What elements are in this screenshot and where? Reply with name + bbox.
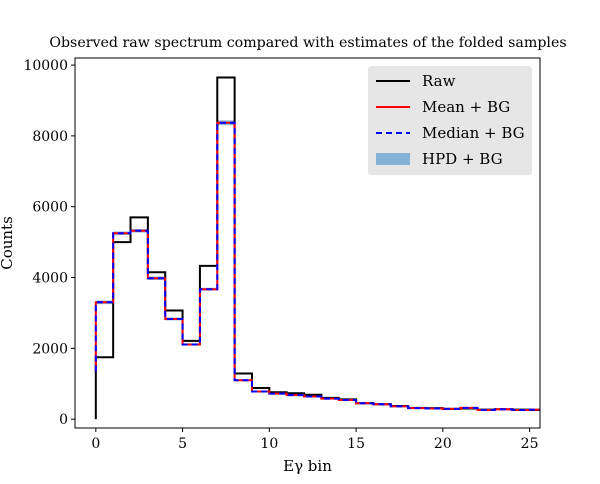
legend-swatch-hpd [376,153,410,165]
y-tick-label: 8000 [32,129,68,145]
y-tick-label: 6000 [32,200,68,216]
x-tick-label: 15 [347,436,365,452]
x-tick-label: 0 [91,436,100,452]
y-axis-label: Counts [0,216,16,270]
legend: Raw Mean + BG Median + BG HPD + BG [368,66,532,175]
legend-label: HPD + BG [422,150,503,168]
y-tick-label: 10000 [23,58,68,74]
plot-series-group [94,76,540,420]
x-tick-label: 5 [178,436,187,452]
legend-label: Median + BG [422,124,525,142]
median-bg-series-line [94,121,540,411]
x-tick-label: 20 [434,436,452,452]
legend-label: Mean + BG [422,98,510,116]
plot-area [94,76,540,420]
x-axis-label: Eγ bin [283,457,332,475]
legend-label: Raw [422,72,456,90]
plot-frame [74,57,541,429]
x-tick-label: 25 [521,436,539,452]
x-tick-label: 10 [260,436,278,452]
chart-title: Observed raw spectrum compared with esti… [49,35,566,51]
y-tick-label: 2000 [32,341,68,357]
axes: 0 5 10 15 20 25 0 2000 4000 6000 8000 10000 [23,58,538,452]
y-tick-label: 0 [59,412,68,428]
y-tick-label: 4000 [32,271,68,287]
legend-box [368,66,532,175]
